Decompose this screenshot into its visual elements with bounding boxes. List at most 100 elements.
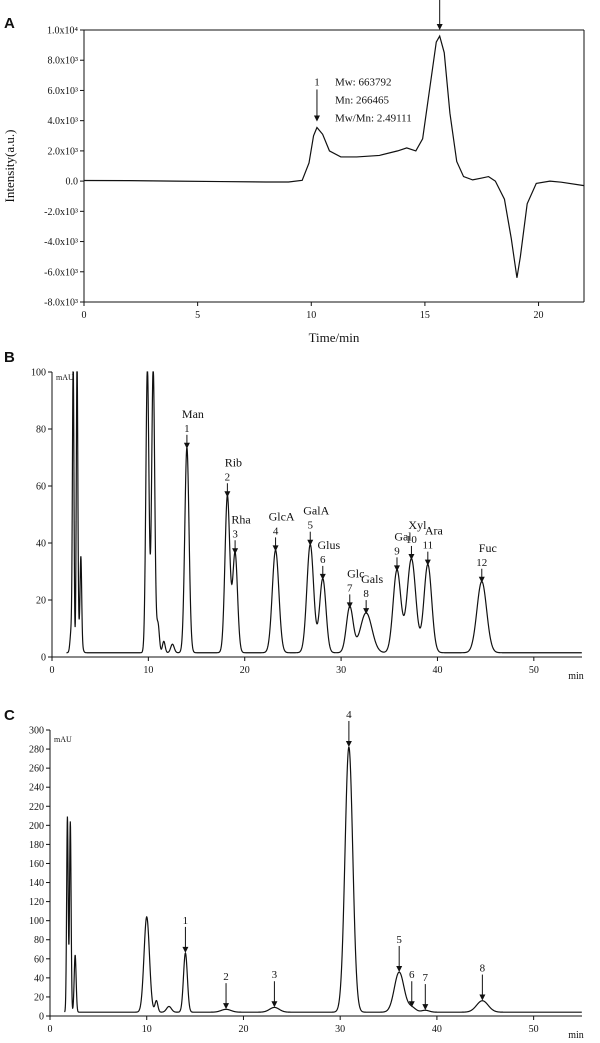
chart-b-peak-8-arrow-head (363, 608, 370, 615)
chart-a-y-tick-label: 4.0x10³ (48, 116, 79, 127)
chart-b-peak-12-name: Fuc (479, 541, 497, 555)
chart-b-peak-9-number: 9 (394, 545, 400, 557)
chart-a-y-tick-label: -4.0x10³ (44, 237, 78, 248)
chart-a-y-tick-label: 8.0x10³ (48, 56, 79, 67)
chart-b-x-tick-label: 10 (143, 665, 153, 676)
chart-c-peak-7-arrow-head (422, 1004, 429, 1011)
chart-b-peak-2-arrow-head (224, 491, 231, 498)
chart-c-peak-8-number: 8 (480, 963, 486, 975)
chart-b-trace (66, 371, 582, 654)
chart-a-y-tick-label: 2.0x10³ (48, 146, 79, 157)
chart-b-y-tick-label: 80 (36, 425, 46, 436)
chart-a-y-tick-label: -8.0x10³ (44, 298, 78, 309)
chart-c-peak-3-arrow-head (271, 1001, 278, 1008)
chart-a-x-tick-label: 5 (195, 310, 200, 321)
chart-b-peak-7-arrow-head (346, 602, 353, 609)
chart-a-y-tick-label: -2.0x10³ (44, 207, 78, 218)
chart-b-peak-1-name: Man (182, 407, 204, 421)
chart-a-y-tick-label: 0.0 (66, 177, 79, 188)
chart-b-peak-4-number: 4 (273, 525, 279, 537)
chart-b-y-tick-label: 100 (31, 368, 46, 379)
chart-b-x-tick-label: 0 (50, 665, 55, 676)
chart-c-y-tick-label: 240 (29, 783, 44, 794)
chart-c-peak-5-number: 5 (396, 934, 402, 946)
chart-c-y-tick-label: 140 (29, 878, 44, 889)
chart-b-peak-9-arrow-head (393, 565, 400, 572)
chart-b-peak-3-arrow-head (232, 548, 239, 555)
chart-c-trace (64, 745, 582, 1013)
chart-a-x-tick-label: 15 (420, 310, 430, 321)
chart-a-y-tick-label: -6.0x10³ (44, 267, 78, 278)
chart-c-peak-5-arrow-head (396, 965, 403, 972)
chart-c-x-axis-title: min (568, 1030, 584, 1041)
chart-b-panel-letter: B (4, 349, 15, 366)
chart-a-x-tick-label: 10 (306, 310, 316, 321)
chart-c-peak-7-number: 7 (423, 972, 429, 984)
chart-c-y-tick-label: 80 (34, 935, 44, 946)
chart-b-peak-2-name: Rib (225, 455, 242, 469)
chart-c-x-tick-label: 20 (238, 1024, 248, 1035)
chart-b-y-tick-label: 20 (36, 596, 46, 607)
chart-a-peak-1-mw: Mw: 663792 (335, 76, 392, 88)
chart-b-peak-12-number: 12 (476, 557, 487, 569)
chart-b-peak-8-number: 8 (363, 588, 369, 600)
chart-c-y-tick-label: 220 (29, 802, 44, 813)
chart-c-x-tick-label: 10 (142, 1024, 152, 1035)
chart-c-y-tick-label: 0 (39, 1012, 44, 1023)
chart-c-peak-4-number: 4 (346, 709, 352, 721)
chart-a-peak-1-label: 1 (314, 76, 320, 88)
chart-a-y-tick-label: 6.0x10³ (48, 86, 79, 97)
chart-a-x-axis-title: Time/min (309, 330, 360, 345)
chart-b-peak-9-name: Gal (394, 529, 412, 543)
chart-b-peak-1-number: 1 (184, 423, 190, 435)
chart-c-peak-6-arrow-head (408, 1001, 415, 1008)
chart-c-x-tick-label: 0 (48, 1024, 53, 1035)
chart-c-peak-4-arrow-head (345, 740, 352, 747)
chart-c-y-tick-label: 100 (29, 916, 44, 927)
chart-b-peak-5-number: 5 (308, 520, 314, 532)
chart-b-peak-1-arrow-head (183, 442, 190, 449)
chart-c-peak-3-number: 3 (272, 969, 278, 981)
chart-a-panel-letter: A (4, 15, 15, 32)
chart-b-peak-10-number: 10 (406, 534, 418, 546)
chart-c-y-tick-label: 300 (29, 726, 44, 737)
chart-c-x-tick-label: 50 (529, 1024, 539, 1035)
chart-b-unit-label: mAU (56, 373, 74, 382)
chart-a-trace (83, 34, 585, 278)
chart-b-peak-6-name: Glus (317, 538, 340, 552)
chart-c-panel-letter: C (4, 707, 15, 724)
chart-a-peak-2-arrow-head (436, 24, 443, 31)
chart-b-y-tick-label: 60 (36, 482, 46, 493)
chart-c-y-tick-label: 260 (29, 764, 44, 775)
chart-c-y-tick-label: 280 (29, 745, 44, 756)
chart-a-y-axis-title: Intensity(a.u.) (2, 130, 17, 203)
chart-b-peak-10-name: Xyl (408, 518, 427, 532)
chart-b-x-axis-title: min (568, 671, 584, 682)
chart-c-peak-1-number: 1 (183, 915, 189, 927)
chart-a-peak-1-arrow-head (313, 115, 320, 122)
chart-b-x-tick-label: 40 (432, 665, 442, 676)
chart-b-x-tick-label: 50 (529, 665, 539, 676)
chart-b-peak-3-number: 3 (232, 528, 238, 540)
chart-c-y-tick-label: 40 (34, 973, 44, 984)
chart-c-x-tick-label: 30 (335, 1024, 345, 1035)
chart-a-x-tick-label: 0 (82, 310, 87, 321)
chart-b-peak-5-arrow-head (307, 539, 314, 546)
chart-c-y-tick-label: 180 (29, 840, 44, 851)
chart-b-peak-12-arrow-head (478, 576, 485, 583)
chart-b-peak-11-arrow-head (424, 559, 431, 566)
chart-a-x-tick-label: 20 (534, 310, 544, 321)
chart-c-y-tick-label: 60 (34, 954, 44, 965)
chart-b-peak-4-arrow-head (272, 545, 279, 552)
chart-b-peak-11-name: Ara (425, 524, 444, 538)
chart-b-peak-4-name: GlcA (269, 509, 295, 523)
chart-c-peak-1-arrow-head (182, 946, 189, 953)
chart-c-unit-label: mAU (54, 735, 72, 744)
chart-b-peak-6-arrow-head (319, 573, 326, 580)
chart-b-y-tick-label: 0 (41, 653, 46, 664)
chart-b-peak-7-number: 7 (347, 582, 353, 594)
chart-c-y-tick-label: 120 (29, 897, 44, 908)
chart-a-peak-1-ratio: Mw/Mn: 2.49111 (335, 112, 412, 124)
chart-b-peak-5-name: GalA (303, 504, 329, 518)
